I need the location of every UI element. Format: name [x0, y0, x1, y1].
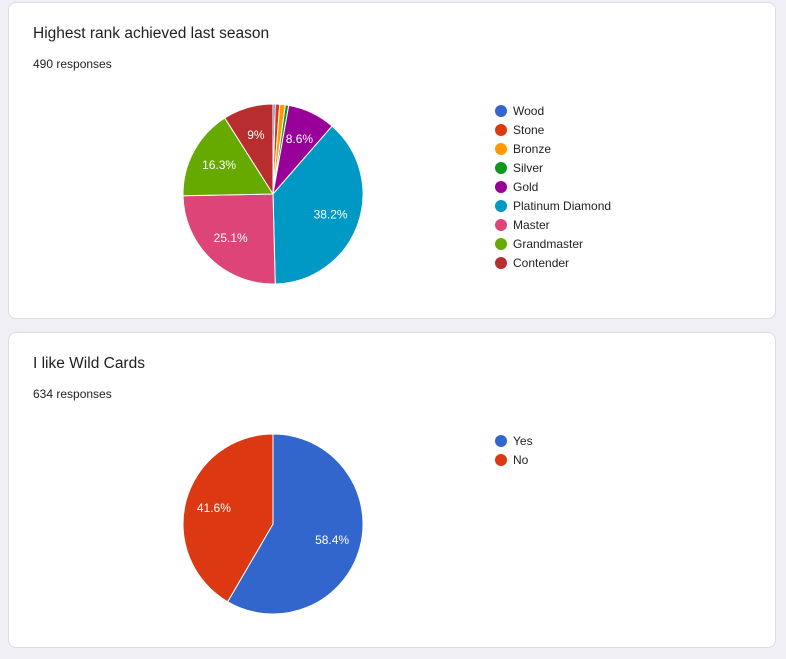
- legend-item-no: No: [495, 450, 533, 469]
- pie-slice-no: [182, 433, 274, 603]
- pie-chart-rank: 8.6% 38.2% 25.1% 16.3% 9%: [182, 103, 364, 285]
- legend-label: Bronze: [513, 141, 552, 156]
- legend-label: Grandmaster: [513, 236, 584, 251]
- legend-item-yes: Yes: [495, 431, 533, 450]
- legend-item-bronze: Bronze: [495, 139, 611, 158]
- legend-item-silver: Silver: [495, 158, 611, 177]
- legend-item-contender: Contender: [495, 253, 611, 272]
- legend-label: Wood: [513, 103, 545, 118]
- legend-wild-cards: Yes No: [495, 431, 533, 469]
- legend-label: Stone: [513, 122, 545, 137]
- pie-slice-contender: [224, 103, 274, 196]
- legend-item-platinum-diamond: Platinum Diamond: [495, 196, 611, 215]
- chart-title: Highest rank achieved last season: [33, 25, 270, 42]
- slice-label-contender: 9%: [247, 128, 265, 142]
- legend-label: No: [513, 452, 529, 467]
- legend-swatch: [495, 218, 507, 231]
- slice-label-master: 25.1%: [214, 231, 248, 245]
- legend-item-grandmaster: Grandmaster: [495, 234, 611, 253]
- legend-swatch: [495, 199, 507, 212]
- slice-label-gold: 8.6%: [286, 132, 314, 146]
- slice-label-platinum-diamond: 38.2%: [314, 208, 348, 222]
- legend-label: Master: [513, 217, 550, 232]
- legend-swatch: [495, 161, 507, 174]
- legend-swatch: [495, 453, 507, 466]
- chart-title: I like Wild Cards: [33, 355, 145, 372]
- legend-swatch: [495, 104, 507, 117]
- pie-slice-platinum-diamond: [272, 125, 364, 285]
- response-count: 490 responses: [33, 57, 112, 71]
- legend-swatch: [495, 142, 507, 155]
- legend-item-gold: Gold: [495, 177, 611, 196]
- legend-item-master: Master: [495, 215, 611, 234]
- legend-label: Contender: [513, 255, 570, 270]
- legend-label: Platinum Diamond: [513, 198, 612, 213]
- pie-slice-grandmaster: [182, 117, 274, 197]
- legend-swatch: [495, 180, 507, 193]
- pie-slice-master: [182, 193, 276, 285]
- legend-swatch: [495, 237, 507, 250]
- chart-card-wild-cards: I like Wild Cards 634 responses 58.4% 41.…: [8, 332, 776, 648]
- legend-swatch: [495, 256, 507, 269]
- pie-slice-yes: [226, 433, 364, 615]
- response-count: 634 responses: [33, 387, 112, 401]
- legend-label: Yes: [513, 433, 533, 448]
- slice-label-grandmaster: 16.3%: [202, 158, 236, 172]
- legend-swatch: [495, 434, 507, 447]
- slice-label-no: 41.6%: [197, 501, 231, 515]
- legend-swatch: [495, 123, 507, 136]
- legend-label: Gold: [513, 179, 539, 194]
- legend-rank: Wood Stone Bronze Silver Gold Platinum Diamon…: [495, 101, 611, 272]
- legend-item-wood: Wood: [495, 101, 611, 120]
- pie-chart-wild-cards: 58.4% 41.6%: [182, 433, 364, 615]
- chart-card-rank: Highest rank achieved last season 490 re…: [8, 2, 776, 319]
- legend-item-stone: Stone: [495, 120, 611, 139]
- legend-label: Silver: [513, 160, 544, 175]
- slice-label-yes: 58.4%: [315, 533, 349, 547]
